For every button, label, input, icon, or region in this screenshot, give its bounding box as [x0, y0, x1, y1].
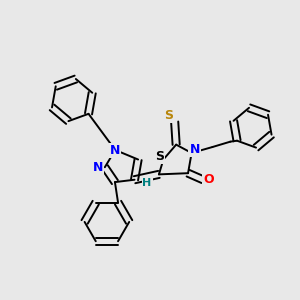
Text: N: N [93, 161, 104, 174]
Text: O: O [203, 173, 214, 186]
Text: H: H [142, 178, 152, 188]
Text: S: S [155, 150, 164, 163]
Text: N: N [110, 143, 120, 157]
Text: S: S [164, 109, 173, 122]
Text: N: N [189, 143, 200, 156]
